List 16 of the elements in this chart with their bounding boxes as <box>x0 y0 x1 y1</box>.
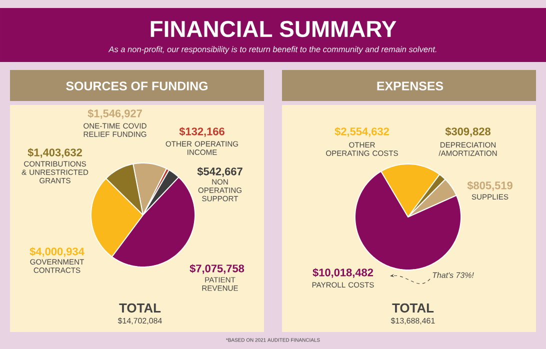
text: As a non-profit, our responsibility is to return benefit to the community and remain solvent. <box>108 46 436 54</box>
data-label: $2,554,632 <box>334 127 389 137</box>
data-label: $10,018,482 <box>312 268 374 278</box>
data-label: $1,546,927 <box>88 109 142 119</box>
text: FINANCIAL SUMMARY <box>150 20 396 38</box>
text: TOTAL <box>119 303 161 313</box>
data-label: $805,519 <box>467 181 512 191</box>
text: TOTAL <box>392 303 434 313</box>
data-label: $4,000,934 <box>30 247 84 257</box>
data-label: $7,075,758 <box>190 264 244 274</box>
chart-title: EXPENSES <box>377 82 444 90</box>
chart-title: SOURCES OF FUNDING <box>66 82 208 90</box>
data-label: $309,828 <box>445 127 491 137</box>
data-label: $1,403,632 <box>28 148 82 158</box>
data-label: $132,166 <box>179 127 224 137</box>
data-label: $542,667 <box>197 167 242 177</box>
